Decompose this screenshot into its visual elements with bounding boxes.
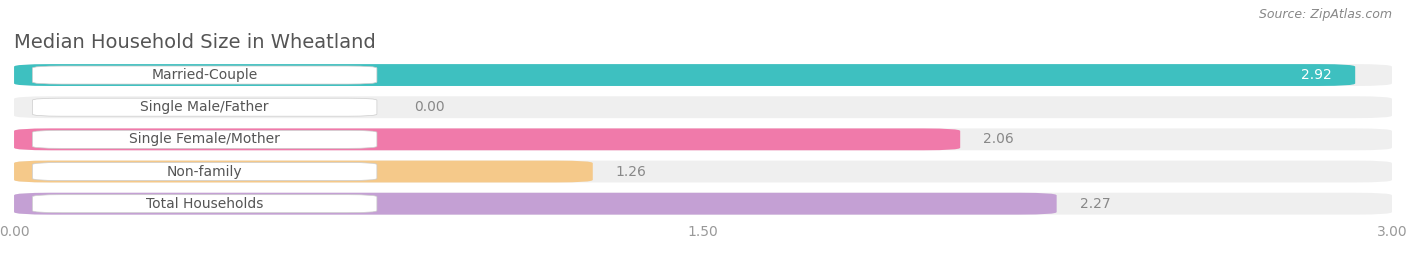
FancyBboxPatch shape — [32, 162, 377, 181]
Text: 0.00: 0.00 — [413, 100, 444, 114]
Text: Single Female/Mother: Single Female/Mother — [129, 132, 280, 146]
FancyBboxPatch shape — [14, 64, 1355, 86]
Text: Source: ZipAtlas.com: Source: ZipAtlas.com — [1258, 8, 1392, 21]
Text: Total Households: Total Households — [146, 197, 263, 211]
FancyBboxPatch shape — [14, 193, 1057, 215]
FancyBboxPatch shape — [14, 161, 1392, 183]
Text: 2.92: 2.92 — [1302, 68, 1333, 82]
Text: Single Male/Father: Single Male/Father — [141, 100, 269, 114]
FancyBboxPatch shape — [14, 96, 1392, 118]
Text: Married-Couple: Married-Couple — [152, 68, 257, 82]
Text: 2.06: 2.06 — [983, 132, 1014, 146]
FancyBboxPatch shape — [14, 128, 1392, 150]
FancyBboxPatch shape — [14, 193, 1392, 215]
FancyBboxPatch shape — [32, 98, 377, 116]
FancyBboxPatch shape — [14, 161, 593, 183]
FancyBboxPatch shape — [32, 130, 377, 148]
FancyBboxPatch shape — [14, 128, 960, 150]
FancyBboxPatch shape — [32, 195, 377, 213]
Text: 1.26: 1.26 — [616, 165, 647, 178]
Text: Non-family: Non-family — [167, 165, 242, 178]
Text: Median Household Size in Wheatland: Median Household Size in Wheatland — [14, 33, 375, 52]
Text: 2.27: 2.27 — [1080, 197, 1111, 211]
FancyBboxPatch shape — [14, 64, 1392, 86]
FancyBboxPatch shape — [32, 66, 377, 84]
